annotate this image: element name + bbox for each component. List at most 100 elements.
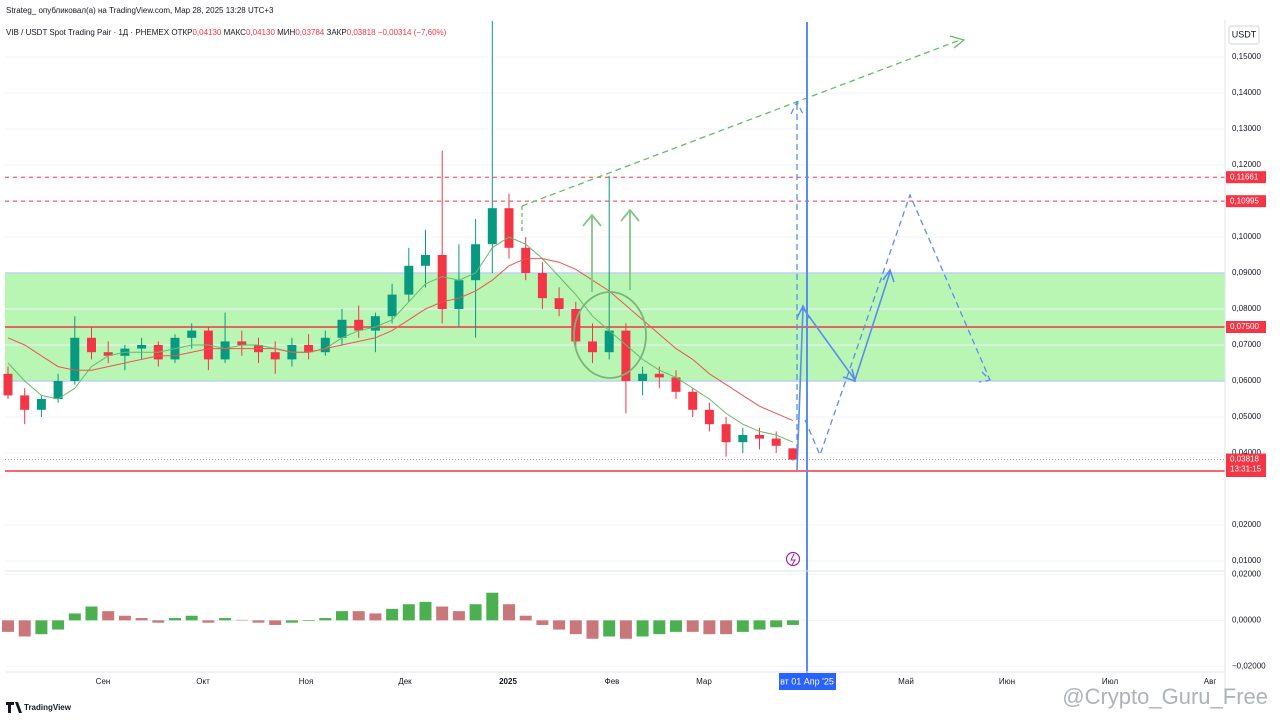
osc-bar — [569, 620, 582, 635]
label: МИН — [277, 28, 295, 37]
change: −0,00314 (−7,60%) — [378, 28, 447, 37]
y-tick-label: 0,08000 — [1232, 304, 1261, 313]
y-tick-label: 0,09000 — [1232, 268, 1261, 277]
candle-body — [588, 341, 597, 353]
currency: USDT — [1232, 29, 1257, 39]
osc-bar — [670, 620, 682, 632]
osc-tick-label: −0,02000 — [1232, 662, 1266, 671]
y-tick-label: 0,07000 — [1232, 340, 1261, 349]
osc-bar — [85, 606, 98, 621]
candle-body — [437, 255, 447, 309]
candle-body — [755, 435, 764, 439]
currency-box[interactable] — [1228, 25, 1260, 45]
osc-bar — [486, 592, 499, 621]
marks-layer — [2, 21, 1225, 639]
candle-body — [771, 438, 781, 446]
osc-bar — [586, 620, 599, 639]
osc-bar — [736, 620, 749, 632]
x-tick-label: 2025 — [499, 677, 517, 686]
candle-body — [187, 330, 197, 338]
candle-body — [537, 273, 547, 299]
osc-bar — [352, 611, 365, 621]
candle-body — [788, 448, 798, 460]
x-tick-label: Окт — [196, 677, 210, 686]
event-icon — [785, 551, 801, 567]
candle-body — [654, 373, 664, 378]
candle-body — [504, 208, 514, 248]
candle-body — [20, 395, 30, 410]
label: МАКС — [224, 28, 247, 37]
candle-body — [3, 373, 13, 396]
level-label-box — [1226, 321, 1266, 333]
x-tick-label: Июн — [999, 677, 1015, 686]
candle-body — [621, 330, 631, 381]
level-label-box — [1226, 171, 1266, 184]
osc-bar — [770, 620, 783, 628]
x-tick-label: Май — [898, 677, 914, 686]
osc-tick-label: 0,00000 — [1232, 615, 1261, 624]
value: 0,03818 — [347, 28, 376, 37]
candle-body — [604, 330, 614, 353]
candle-body — [53, 381, 63, 399]
value: 0,03784 — [295, 28, 324, 37]
candle-body — [454, 280, 464, 309]
osc-bar — [252, 620, 265, 623]
candle-body — [387, 294, 397, 317]
green-trend — [521, 39, 961, 207]
candle-body — [103, 352, 113, 356]
level-label: 0,10995 — [1230, 196, 1259, 205]
osc-bar — [469, 604, 482, 621]
candle-body — [87, 337, 96, 353]
value: 0,04130 — [192, 28, 221, 37]
osc-bar — [319, 618, 332, 621]
event-bolt — [790, 553, 796, 566]
osc-bar — [2, 620, 14, 632]
brand: TradingView — [24, 703, 72, 712]
y-tick-label: 0,01000 — [1232, 556, 1261, 565]
green-arrow — [620, 208, 640, 290]
label-layer: 0,150000,140000,130000,120000,110000,100… — [96, 52, 1266, 686]
blue-dashed — [790, 100, 804, 460]
y-tick-label: 0,14000 — [1232, 88, 1261, 97]
y-tick-label: 0,13000 — [1232, 124, 1261, 133]
osc-bar — [235, 619, 248, 621]
osc-bar — [135, 618, 148, 621]
candle-body — [738, 435, 748, 443]
candle-body — [688, 391, 698, 410]
watermark: @Crypto_Guru_Free — [1062, 684, 1268, 709]
osc-bar — [503, 604, 515, 621]
osc-bar — [653, 620, 666, 635]
x-tick-label: Июл — [1102, 677, 1119, 686]
candle-body — [404, 265, 414, 295]
y-tick-label: 0,12000 — [1232, 160, 1261, 169]
osc-bar — [636, 620, 649, 637]
y-tick-label: 0,04000 — [1232, 448, 1261, 457]
candle-body — [70, 337, 80, 381]
osc-bar — [269, 620, 282, 625]
candle-body — [421, 255, 430, 266]
osc-bar — [402, 604, 415, 621]
osc-bar — [419, 601, 432, 621]
grid-layer — [5, 56, 1225, 667]
osc-bar — [686, 620, 699, 632]
level-label: 0,07500 — [1230, 322, 1259, 331]
candle-body — [471, 244, 481, 281]
osc-bar — [553, 620, 566, 630]
candle-body — [320, 337, 330, 353]
x-tick-label: Авг — [1204, 677, 1217, 686]
y-tick-label: 0,05000 — [1232, 412, 1261, 421]
candle-body — [220, 341, 230, 360]
osc-bar — [152, 620, 165, 623]
symbol-name: VIB / USDT Spot Trading Pair · 1Д · PHEM… — [6, 28, 170, 37]
x-tick-label: Фев — [605, 677, 620, 686]
candle-body — [137, 345, 147, 349]
candle-body — [671, 377, 681, 392]
osc-bar — [202, 620, 215, 623]
candle-body — [354, 319, 364, 331]
osc-bar — [786, 620, 799, 625]
x-tick-label: Ноя — [299, 677, 314, 686]
moving-average — [7, 236, 794, 443]
candle-body — [36, 399, 46, 410]
